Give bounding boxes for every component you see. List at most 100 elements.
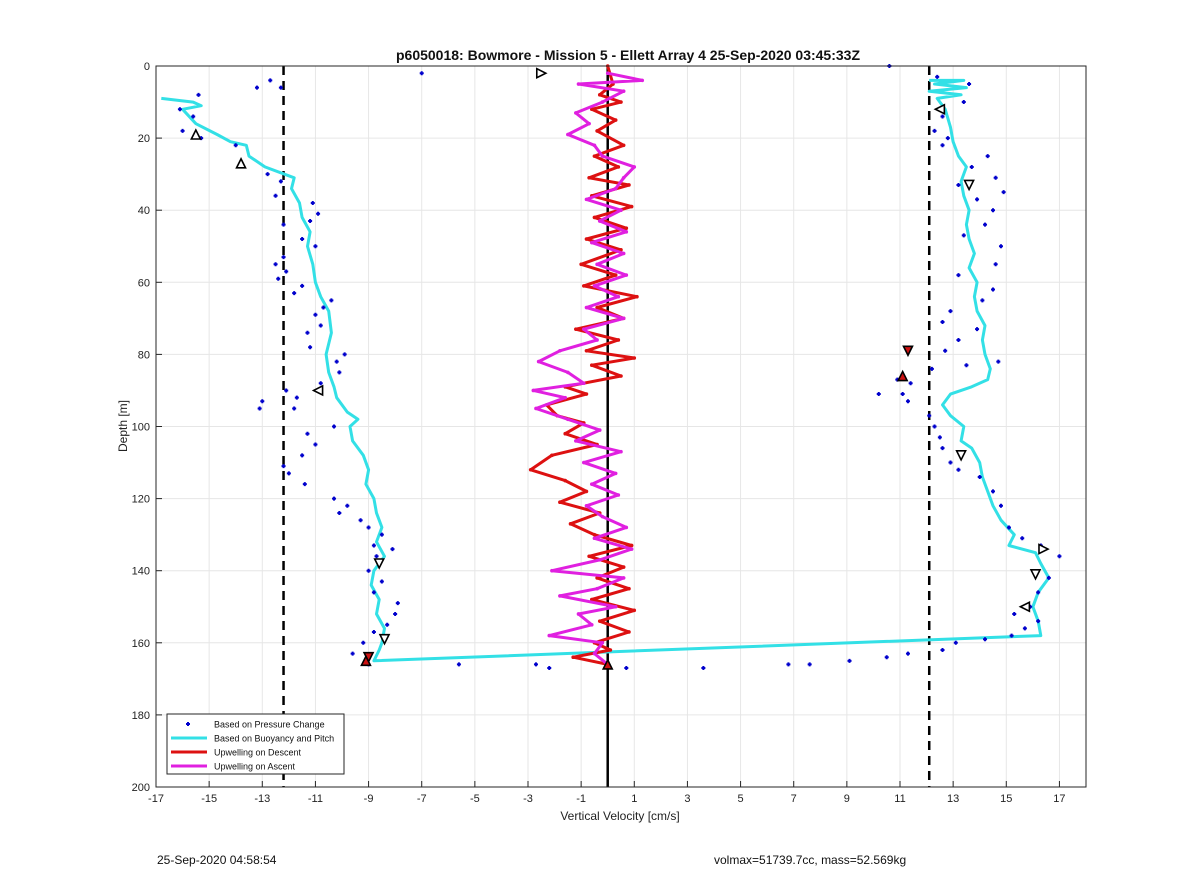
data-point [547,666,552,671]
data-point [701,666,706,671]
series-vertex [627,630,631,634]
data-point [905,399,910,404]
data-point [305,431,310,436]
series-vertex [613,118,618,122]
triangle-marker [955,450,967,462]
data-point [310,200,315,205]
data-point [1012,611,1017,616]
data-point [268,78,273,83]
triangle-marker [896,369,909,382]
data-point [991,287,995,292]
data-point [900,392,905,397]
series-vertex [629,204,634,209]
series-vertex [624,226,629,231]
footer-volmax-mass: volmax=51739.7cc, mass=52.569kg [714,853,907,867]
series-vertex [566,370,570,375]
data-point [847,658,852,663]
series-vertex [574,111,578,115]
data-point [281,464,286,469]
legend-label: Based on Buoyancy and Pitch [214,734,334,744]
data-point [1001,190,1006,195]
data-point [233,143,238,148]
series-vertex [582,327,586,331]
series-vertex [558,500,562,505]
data-point [379,579,384,584]
series-vertex [632,356,637,360]
series-vertex [547,633,552,638]
data-point [935,74,940,79]
data-point [278,85,283,90]
data-point [329,298,334,303]
series-vertex [597,619,602,623]
triangle-marker [311,384,324,397]
data-point [273,262,278,267]
data-point [983,637,988,642]
data-point [996,359,1001,364]
data-point [260,399,265,404]
y-axis-ticks: 0 20 40 60 80 100 120 140 160 180 200 [132,61,162,794]
series-vertex [589,482,594,486]
series-vertex [534,406,538,411]
series-vertex [595,576,599,580]
series-vertex [576,82,581,86]
data-point [884,655,889,660]
series-vertex [582,460,586,465]
x-tick-label: -9 [364,793,374,805]
data-point [196,92,201,97]
series-vertex [627,183,631,187]
series-vertex [587,175,591,180]
triangle-marker [535,67,548,80]
series-vertex [584,197,589,202]
series-vertex [632,165,637,169]
y-tick-label: 80 [138,349,150,361]
y-axis-label: Depth [m] [116,400,130,452]
data-point [1036,590,1041,595]
series-vertex [595,129,599,133]
x-tick-label: -5 [470,793,480,805]
y-tick-label: 160 [132,638,150,650]
x-tick-label: 11 [894,793,905,805]
series-based-on-pressure-change [177,64,1062,671]
data-point [977,474,982,479]
x-tick-label: 9 [844,793,850,805]
x-tick-label: -13 [254,793,270,805]
data-point [961,100,966,105]
series-vertex [568,522,573,526]
data-point [998,503,1003,508]
series-vertex [621,316,626,321]
data-point [533,662,538,667]
series-vertex [584,237,589,241]
series-vertex [592,143,597,148]
series-vertex [624,230,629,234]
series-vertex [587,121,591,126]
series-vertex [571,655,575,660]
data-point [953,640,958,645]
data-point [969,164,974,169]
data-point [991,208,995,213]
data-point [940,114,945,119]
data-point [393,611,398,616]
series-vertex [616,294,621,299]
data-point [292,291,297,296]
y-tick-label: 60 [138,277,150,289]
data-point [300,453,305,458]
triangle-marker [1029,569,1042,581]
series-vertex [563,431,567,436]
series-vertex [595,262,599,267]
triangle-marker [902,345,914,358]
data-point [332,496,337,501]
data-point [265,172,270,177]
legend-box [166,713,345,775]
series-vertex [558,348,562,353]
data-point [956,182,961,187]
series-vertex [550,453,554,458]
data-point [980,298,985,303]
legend-label: Based on Pressure Change [214,720,325,730]
data-point [1057,554,1062,559]
data-point [337,511,342,516]
x-tick-label: -15 [201,793,217,805]
triangle-marker [1038,543,1050,555]
series-vertex [592,154,597,158]
series-vertex [635,294,639,299]
series-vertex [563,395,567,400]
